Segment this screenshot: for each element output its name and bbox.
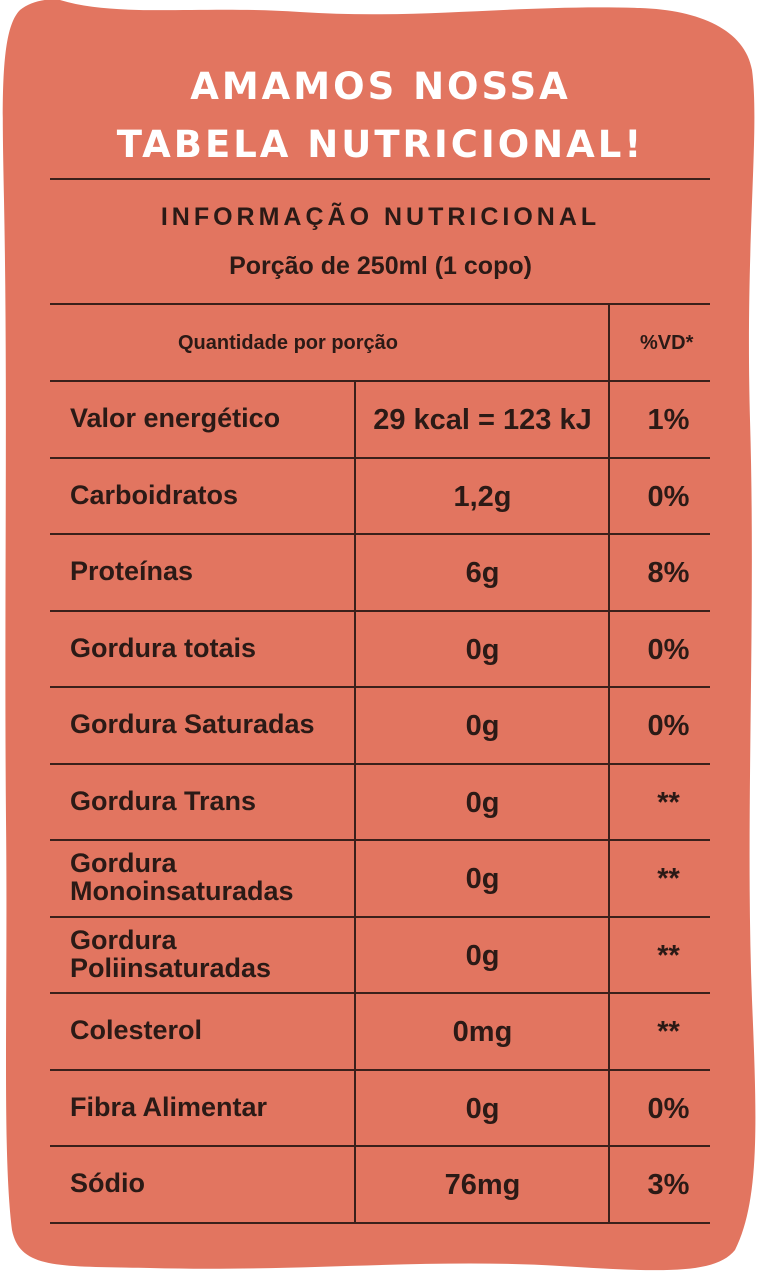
row-divider bbox=[50, 533, 710, 535]
nutrient-label: Gordura Saturadas bbox=[70, 709, 315, 739]
nutrient-amount: 0g bbox=[465, 787, 500, 819]
row-divider bbox=[50, 839, 710, 841]
nutrient-amount: 1,2g bbox=[453, 481, 512, 513]
nutrient-vd: ** bbox=[657, 940, 680, 972]
nutrient-vd: 0% bbox=[647, 481, 690, 513]
column-header-quantity: Quantidade por porção bbox=[178, 332, 399, 354]
row-divider bbox=[50, 992, 710, 994]
nutrient-label: Valor energético bbox=[70, 403, 281, 433]
divider-top bbox=[50, 178, 710, 180]
nutrient-label: Proteínas bbox=[70, 556, 194, 586]
nutrient-label: Gordura Trans bbox=[70, 786, 257, 816]
nutrient-vd: 8% bbox=[647, 557, 690, 589]
headline: AMAMOS NOSSA TABELA NUTRICIONAL! bbox=[0, 58, 761, 174]
nutrient-vd: 3% bbox=[647, 1169, 690, 1201]
nutrient-label: Colesterol bbox=[70, 1015, 203, 1045]
row-divider bbox=[50, 1145, 710, 1147]
row-divider bbox=[50, 763, 710, 765]
portion-size: Porção de 250ml (1 copo) bbox=[229, 252, 532, 280]
nutrient-vd: ** bbox=[657, 787, 680, 819]
info-title: INFORMAÇÃO NUTRICIONAL bbox=[160, 203, 601, 231]
nutrient-amount: 0g bbox=[465, 710, 500, 742]
row-divider bbox=[50, 610, 710, 612]
column-header-vd: %VD* bbox=[640, 332, 694, 354]
nutrient-vd: 1% bbox=[647, 404, 690, 436]
nutrient-label: Gordura Monoinsaturadas bbox=[70, 848, 294, 906]
nutrient-vd: ** bbox=[657, 1016, 680, 1048]
nutrient-amount: 76mg bbox=[444, 1169, 521, 1201]
row-divider bbox=[50, 1222, 710, 1224]
divider-header-top bbox=[50, 303, 710, 305]
headline-line-1: AMAMOS NOSSA bbox=[190, 65, 571, 108]
headline-line-2: TABELA NUTRICIONAL! bbox=[116, 123, 645, 166]
row-divider bbox=[50, 916, 710, 918]
nutrient-vd: ** bbox=[657, 863, 680, 895]
nutrient-amount: 0mg bbox=[452, 1016, 513, 1048]
row-divider bbox=[50, 686, 710, 688]
nutrient-label: Carboidratos bbox=[70, 480, 239, 510]
nutrient-amount: 0g bbox=[465, 863, 500, 895]
nutrient-amount: 0g bbox=[465, 1093, 500, 1125]
nutrient-vd: 0% bbox=[647, 1093, 690, 1125]
nutrient-amount: 6g bbox=[465, 557, 500, 589]
nutrient-amount: 0g bbox=[465, 634, 500, 666]
row-divider bbox=[50, 380, 710, 382]
column-divider-amount bbox=[354, 381, 356, 1222]
row-divider bbox=[50, 457, 710, 459]
row-divider bbox=[50, 1069, 710, 1071]
nutrient-amount: 29 kcal = 123 kJ bbox=[373, 404, 592, 436]
nutrient-label: Gordura Poliinsaturadas bbox=[70, 925, 272, 983]
nutrient-label: Fibra Alimentar bbox=[70, 1092, 268, 1122]
nutrient-amount: 0g bbox=[465, 940, 500, 972]
nutrient-vd: 0% bbox=[647, 710, 690, 742]
nutrient-label: Gordura totais bbox=[70, 633, 257, 663]
nutrient-vd: 0% bbox=[647, 634, 690, 666]
nutrient-label: Sódio bbox=[70, 1168, 145, 1198]
